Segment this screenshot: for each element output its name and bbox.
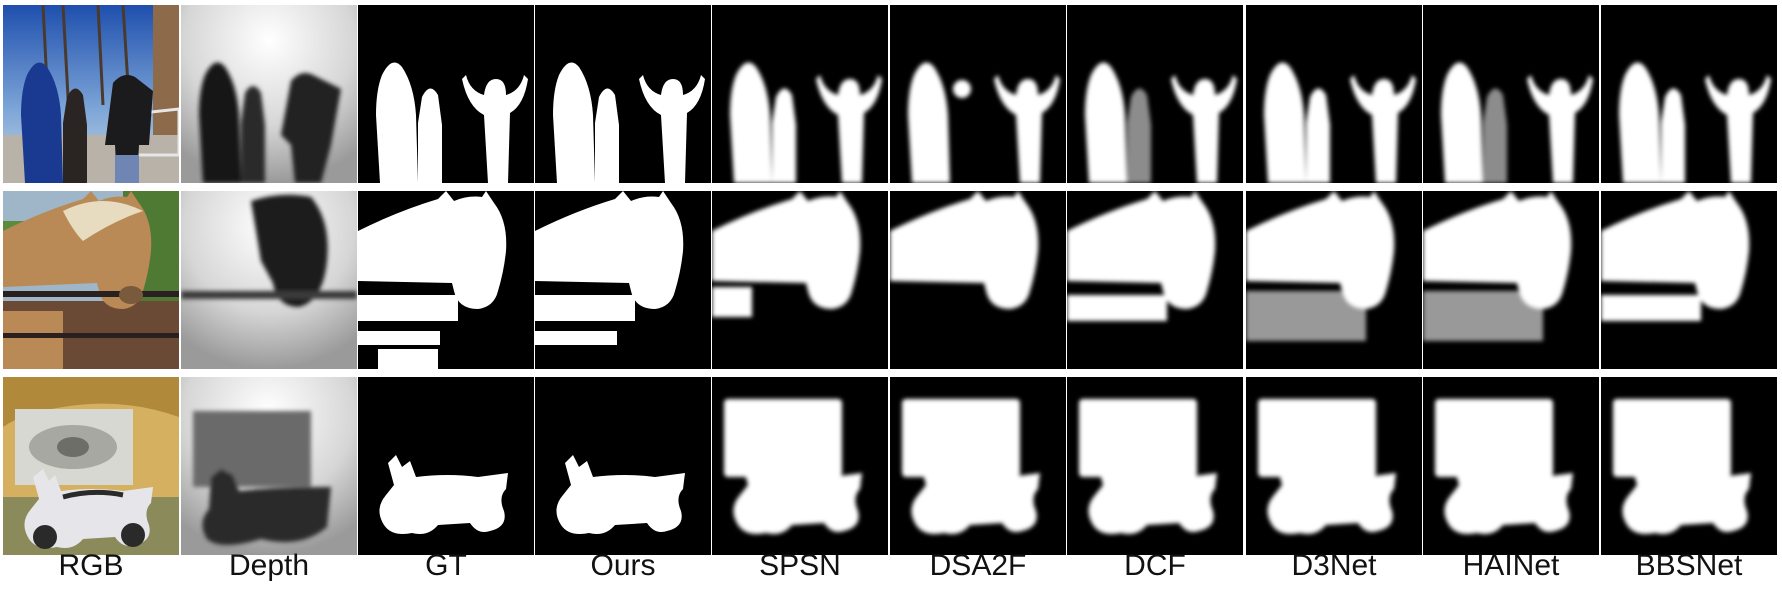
horse-d3net-image: [1246, 191, 1422, 369]
people-depth-image: [181, 5, 357, 183]
column-label-dcf: DCF: [1124, 549, 1186, 582]
motorcycle-d3net-image: [1246, 377, 1422, 555]
motorcycle-bbsnet-image: [1601, 377, 1777, 555]
column-label-depth: Depth: [228, 549, 310, 582]
motorcycle-hainet-image: [1423, 377, 1599, 555]
column-label-spsn: SPSN: [759, 549, 841, 582]
motorcycle-depth-image: [181, 377, 357, 555]
people-dsa2f-image: [890, 5, 1066, 183]
column-label-bbsnet: BBSNet: [1635, 549, 1743, 582]
column-label-d3net: D3Net: [1291, 549, 1377, 582]
column-label-rgb: RGB: [58, 549, 124, 582]
motorcycle-dcf-image: [1067, 377, 1243, 555]
horse-hainet-image: [1423, 191, 1599, 369]
people-gt-image: [358, 5, 534, 183]
column-label-gt: GT: [425, 549, 467, 582]
column-label-dsa2f: DSA2F: [929, 549, 1027, 582]
motorcycle-gt-image: [358, 377, 534, 555]
horse-spsn-image: [712, 191, 888, 369]
motorcycle-rgb-image: [3, 377, 179, 555]
people-dcf-image: [1067, 5, 1243, 183]
horse-ours-image: [535, 191, 711, 369]
people-spsn-image: [712, 5, 888, 183]
people-hainet-image: [1423, 5, 1599, 183]
horse-depth-image: [181, 191, 357, 369]
motorcycle-dsa2f-image: [890, 377, 1066, 555]
horse-bbsnet-image: [1601, 191, 1777, 369]
column-label-ours: Ours: [590, 549, 656, 582]
motorcycle-spsn-image: [712, 377, 888, 555]
horse-rgb-image: [3, 191, 179, 369]
column-label-hainet: HAINet: [1462, 549, 1560, 582]
motorcycle-ours-image: [535, 377, 711, 555]
people-rgb-image: [3, 5, 179, 183]
horse-gt-image: [358, 191, 534, 369]
horse-dcf-image: [1067, 191, 1243, 369]
people-bbsnet-image: [1601, 5, 1777, 183]
people-ours-image: [535, 5, 711, 183]
horse-dsa2f-image: [890, 191, 1066, 369]
people-d3net-image: [1246, 5, 1422, 183]
